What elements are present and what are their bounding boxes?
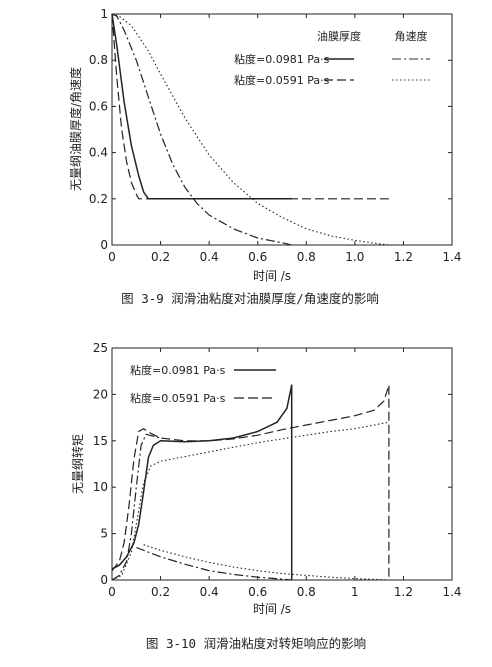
x-tick-label: 1.4 [442,585,461,599]
x-tick-label: 1 [351,585,359,599]
y-tick-label: 0 [100,573,108,587]
chart-2-series-dotted-line [111,421,390,581]
chart-2-y-axis-label: 无量纲转矩 [70,434,85,494]
y-tick-label: 5 [100,527,108,541]
chart-2-x-ticks: 0 0.2 0.4 0.6 0.8 1 1.2 1.4 [108,348,462,599]
chart-2-series-dotted-line [143,544,389,581]
chart-1-legend: 油膜厚度 角速度 粘度=0.0981 Pa·s 粘度=0.0591 Pa·s [234,29,432,87]
chart-2-series-dashdot-line [136,546,292,581]
chart-2-frame [111,347,453,581]
chart-1-x-axis-label: 时间 /s [253,269,291,283]
chart-2-x-axis-label: 时间 /s [253,602,291,616]
chart-1-series-dashed-line [111,13,389,200]
chart-1-x-ticks: 0 0.2 0.4 0.6 0.8 1.0 1.2 1.4 [108,14,462,264]
chart-1-plot-area [111,13,453,246]
chart-2-y-ticks: 0 5 10 15 20 25 [93,341,452,587]
chart-1-y-ticks: 0 0.2 0.4 0.6 0.8 1 [89,7,452,252]
y-tick-label: 1 [100,7,108,21]
chart-2-series-dashdot-line [111,433,161,581]
y-tick-label: 0.4 [89,146,108,160]
x-tick-label: 1.2 [394,250,413,264]
y-tick-label: 20 [93,387,108,401]
chart-1: 0 0.2 0.4 0.6 0.8 1.0 1.2 1.4 0 0.2 0.4 0.6 0.8 1 时间… [68,7,462,306]
x-tick-label: 1.2 [394,585,413,599]
x-tick-label: 0.8 [297,585,316,599]
y-tick-label: 0.8 [89,53,108,67]
y-tick-label: 10 [93,480,108,494]
y-tick-label: 0 [100,238,108,252]
chart-1-legend-row-2: 粘度=0.0591 Pa·s [234,73,330,87]
y-tick-label: 0.2 [89,192,108,206]
chart-2-series-solid-line [111,384,293,580]
x-tick-label: 0.2 [151,585,170,599]
chart-2-legend: 粘度=0.0981 Pa·s 粘度=0.0591 Pa·s [130,363,276,405]
x-tick-label: 0.8 [297,250,316,264]
chart-1-series-dashdot-line [111,13,292,246]
x-tick-label: 0.4 [200,585,219,599]
chart-2-caption: 图 3-10 润滑油粘度对转矩响应的影响 [146,636,366,651]
y-tick-label: 0.6 [89,99,108,113]
y-tick-label: 15 [93,434,108,448]
chart-2-plot-area [111,347,453,581]
y-tick-label: 25 [93,341,108,355]
chart-1-caption: 图 3-9 润滑油粘度对油膜厚度/角速度的影响 [121,291,379,306]
x-tick-label: 0.6 [248,250,267,264]
x-tick-label: 0.2 [151,250,170,264]
x-tick-label: 1.0 [345,250,364,264]
x-tick-label: 1.4 [442,250,461,264]
chart-1-frame [111,13,453,246]
x-tick-label: 0.6 [248,585,267,599]
chart-1-legend-header-speed: 角速度 [395,29,428,43]
chart-1-y-axis-label: 无量纲油膜厚度/角速度 [68,67,83,191]
chart-1-legend-header-film: 油膜厚度 [317,29,361,43]
chart-2-series-dashed-line [111,384,390,580]
chart-2-legend-row-1: 粘度=0.0981 Pa·s [130,363,226,377]
chart-2-legend-row-2: 粘度=0.0591 Pa·s [130,391,226,405]
chart-1-series-solid-line [111,13,292,200]
chart-1-legend-row-1: 粘度=0.0981 Pa·s [234,52,330,66]
x-tick-label: 0 [108,250,116,264]
chart-2: 0 0.2 0.4 0.6 0.8 1 1.2 1.4 0 5 10 15 20 25 时间 /s 无量… [70,341,462,651]
x-tick-label: 0 [108,585,116,599]
x-tick-label: 0.4 [200,250,219,264]
chart-1-series-dotted-line [111,13,389,246]
